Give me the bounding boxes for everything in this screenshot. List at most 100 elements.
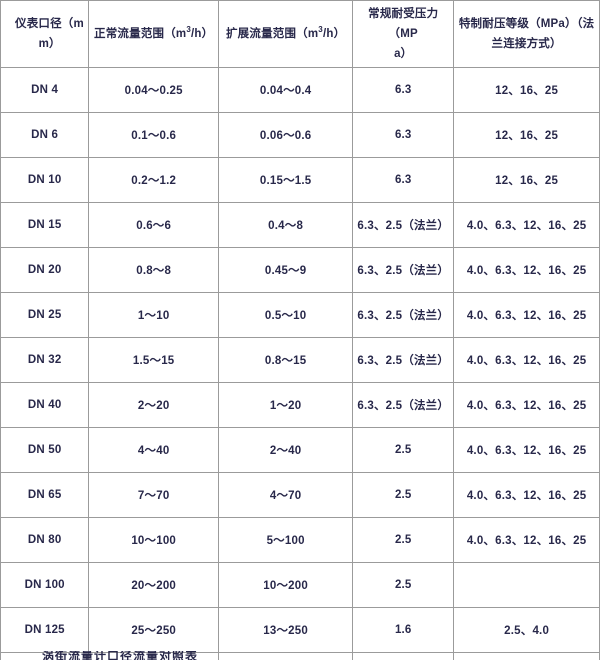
cell-normal-pressure: 6.3、2.5（法兰） xyxy=(352,337,455,383)
cell-normal-flow: 0.2～1.2 xyxy=(88,157,219,203)
table-row: DN 20 0.8～8 0.45～9 6.3、2.5（法兰） 4.0、6.3、12、16… xyxy=(0,247,600,293)
cell-diameter: DN 10 xyxy=(0,157,90,203)
header-normal-flow-pre: 正常流量范围（m xyxy=(94,28,187,40)
table-body: DN 4 0.04～0.25 0.04～0.4 6.3 12、16、25 DN 6 0.1～… xyxy=(0,67,600,660)
cut-off-caption-strip: 涡街流量计口径流量对照表 xyxy=(0,651,600,660)
table-row: DN 40 2～20 1～20 6.3、2.5（法兰） 4.0、6.3、12、16、25 xyxy=(0,382,600,428)
cell-normal-pressure: 6.3 xyxy=(352,157,455,203)
table-row: DN 25 1～10 0.5～10 6.3、2.5（法兰） 4.0、6.3、12、16、… xyxy=(0,292,600,338)
cell-normal-flow: 25～250 xyxy=(88,607,219,653)
cell-diameter: DN 15 xyxy=(0,202,90,248)
table-row: DN 125 25～250 13～250 1.6 2.5、4.0 xyxy=(0,607,600,653)
cell-normal-flow: 4～40 xyxy=(88,427,219,473)
header-diameter: 仪表口径（m m） xyxy=(0,0,90,68)
cell-special-pressure: 2.5、4.0 xyxy=(453,652,600,660)
header-special-pressure-line1: 特制耐压等级（MPa）（法 xyxy=(458,18,595,30)
cell-special-pressure: 4.0、6.3、12、16、25 xyxy=(453,292,600,338)
cell-diameter: DN 40 xyxy=(0,382,90,428)
cell-diameter: DN 25 xyxy=(0,292,90,338)
cell-special-pressure: 4.0、6.3、12、16、25 xyxy=(453,202,600,248)
cell-extended-flow: 13～250 xyxy=(217,607,354,653)
cell-normal-flow: 1.5～15 xyxy=(88,337,219,383)
cell-special-pressure: 12、16、25 xyxy=(453,157,600,203)
cell-special-pressure: 12、16、25 xyxy=(453,67,600,113)
cell-normal-pressure: 6.3、2.5（法兰） xyxy=(352,247,455,293)
cell-special-pressure: 2.5、4.0 xyxy=(453,607,600,653)
cell-extended-flow: 10～200 xyxy=(217,562,354,608)
cell-normal-pressure: 6.3、2.5（法兰） xyxy=(352,202,455,248)
cell-special-pressure xyxy=(453,562,600,608)
cell-special-pressure: 4.0、6.3、12、16、25 xyxy=(453,337,600,383)
header-special-pressure: 特制耐压等级（MPa）（法 兰连接方式） xyxy=(453,0,600,68)
table-row: DN 10 0.2～1.2 0.15～1.5 6.3 12、16、25 xyxy=(0,157,600,203)
cell-normal-flow: 7～70 xyxy=(88,472,219,518)
cell-extended-flow: 2～40 xyxy=(217,427,354,473)
cell-diameter: DN 150 xyxy=(0,652,90,660)
cell-normal-flow: 20～200 xyxy=(88,562,219,608)
header-normal-flow: 正常流量范围（m3/h） xyxy=(88,0,219,68)
header-extended-flow-post: /h） xyxy=(322,28,346,40)
cell-normal-pressure: 2.5 xyxy=(352,517,455,563)
cell-extended-flow: 15～300 xyxy=(217,652,354,660)
cell-diameter: DN 32 xyxy=(0,337,90,383)
cell-diameter: DN 65 xyxy=(0,472,90,518)
cell-extended-flow: 0.4～8 xyxy=(217,202,354,248)
cell-special-pressure: 4.0、6.3、12、16、25 xyxy=(453,472,600,518)
cell-extended-flow: 0.06～0.6 xyxy=(217,112,354,158)
cell-normal-flow: 0.8～8 xyxy=(88,247,219,293)
cell-special-pressure: 4.0、6.3、12、16、25 xyxy=(453,517,600,563)
cell-normal-flow: 0.6～6 xyxy=(88,202,219,248)
cell-normal-pressure: 2.5 xyxy=(352,562,455,608)
cell-normal-pressure: 6.3 xyxy=(352,112,455,158)
cell-normal-pressure: 1.6 xyxy=(352,652,455,660)
table-row: DN 4 0.04～0.25 0.04～0.4 6.3 12、16、25 xyxy=(0,67,600,113)
table-row: DN 15030～30015～3001.62.5、4.0 xyxy=(0,652,600,660)
table-row: DN 6 0.1～0.6 0.06～0.6 6.3 12、16、25 xyxy=(0,112,600,158)
cell-diameter: DN 80 xyxy=(0,517,90,563)
cell-diameter: DN 125 xyxy=(0,607,90,653)
header-normal-pressure-line2: a） xyxy=(394,48,413,60)
header-extended-flow: 扩展流量范围（m3/h） xyxy=(217,0,354,68)
header-diameter-line1: 仪表口径（m xyxy=(15,18,84,30)
cell-special-pressure: 4.0、6.3、12、16、25 xyxy=(453,382,600,428)
cell-normal-pressure: 6.3、2.5（法兰） xyxy=(352,292,455,338)
cell-extended-flow: 0.45～9 xyxy=(217,247,354,293)
cell-diameter: DN 20 xyxy=(0,247,90,293)
header-special-pressure-line2: 兰连接方式） xyxy=(491,38,562,50)
header-diameter-line2: m） xyxy=(38,38,61,50)
table-row: DN 15 0.6～6 0.4～8 6.3、2.5（法兰） 4.0、6.3、12、16、… xyxy=(0,202,600,248)
cell-special-pressure: 4.0、6.3、12、16、25 xyxy=(453,247,600,293)
cell-extended-flow: 0.04～0.4 xyxy=(217,67,354,113)
header-normal-flow-superscript: 3 xyxy=(186,25,191,35)
cell-normal-pressure: 2.5 xyxy=(352,472,455,518)
cell-extended-flow: 1～20 xyxy=(217,382,354,428)
cell-extended-flow: 0.5～10 xyxy=(217,292,354,338)
header-normal-pressure: 常规耐受压力（MP a） xyxy=(352,0,455,68)
header-normal-pressure-line1: 常规耐受压力（MP xyxy=(368,8,439,40)
table-row: DN 100 20～200 10～200 2.5 xyxy=(0,562,600,608)
header-normal-flow-post: /h） xyxy=(191,28,214,40)
cell-diameter: DN 50 xyxy=(0,427,90,473)
cell-diameter: DN 4 xyxy=(0,67,90,113)
cell-special-pressure: 12、16、25 xyxy=(453,112,600,158)
header-extended-flow-pre: 扩展流量范围（m xyxy=(225,28,319,40)
cell-extended-flow: 5～100 xyxy=(217,517,354,563)
table-row: DN 50 4～40 2～40 2.5 4.0、6.3、12、16、25 xyxy=(0,427,600,473)
cell-diameter: DN 6 xyxy=(0,112,90,158)
table-row: DN 32 1.5～15 0.8～15 6.3、2.5（法兰） 4.0、6.3、12、1… xyxy=(0,337,600,383)
cell-normal-flow: 1～10 xyxy=(88,292,219,338)
table-header: 仪表口径（m m） 正常流量范围（m3/h） 扩展流量范围（m3/h） 常规耐受压… xyxy=(0,0,600,68)
cell-extended-flow: 0.8～15 xyxy=(217,337,354,383)
cell-normal-flow: 0.04～0.25 xyxy=(88,67,219,113)
cell-normal-pressure: 2.5 xyxy=(352,427,455,473)
cut-off-caption-text: 涡街流量计口径流量对照表 xyxy=(42,651,199,660)
cell-normal-flow: 10～100 xyxy=(88,517,219,563)
cell-extended-flow: 0.15～1.5 xyxy=(217,157,354,203)
cell-special-pressure: 4.0、6.3、12、16、25 xyxy=(453,427,600,473)
cell-normal-flow: 2～20 xyxy=(88,382,219,428)
table-row: DN 80 10～100 5～100 2.5 4.0、6.3、12、16、25 xyxy=(0,517,600,563)
cell-diameter: DN 100 xyxy=(0,562,90,608)
cell-normal-pressure: 1.6 xyxy=(352,607,455,653)
